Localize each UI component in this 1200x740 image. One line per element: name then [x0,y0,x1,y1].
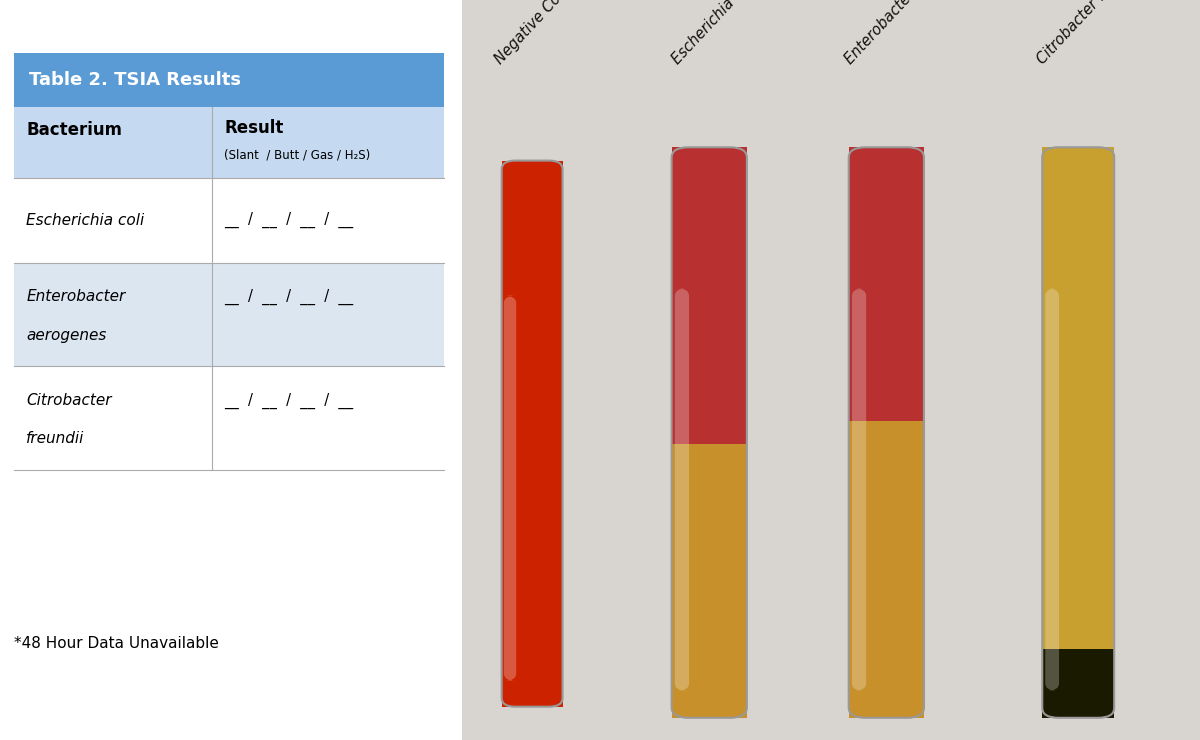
Text: __  /  __  /  __  /  __: __ / __ / __ / __ [224,392,353,408]
Text: Escherichia coli: Escherichia coli [668,0,757,67]
FancyBboxPatch shape [1043,649,1115,718]
FancyBboxPatch shape [1043,147,1115,649]
Text: Enterobacter: Enterobacter [26,289,126,304]
Text: Bacterium: Bacterium [26,121,122,139]
FancyBboxPatch shape [462,0,1200,740]
FancyBboxPatch shape [848,147,924,421]
Text: Escherichia coli: Escherichia coli [26,212,145,228]
FancyBboxPatch shape [672,147,746,444]
Text: (Slant  / Butt / Gas / H₂S): (Slant / Butt / Gas / H₂S) [224,149,371,161]
Text: Table 2. TSIA Results: Table 2. TSIA Results [29,71,241,90]
FancyBboxPatch shape [14,53,444,107]
FancyBboxPatch shape [852,289,866,690]
Text: Result: Result [224,119,283,138]
FancyBboxPatch shape [14,263,444,366]
Text: __  /  __  /  __  /  __: __ / __ / __ / __ [224,289,353,305]
FancyBboxPatch shape [848,421,924,718]
Text: Enterobacter aerogenes: Enterobacter aerogenes [842,0,974,67]
Text: Citrobacter freundii: Citrobacter freundii [1034,0,1142,67]
FancyBboxPatch shape [672,444,746,718]
FancyBboxPatch shape [14,366,444,470]
Text: Negative Control: Negative Control [492,0,587,67]
FancyBboxPatch shape [1045,289,1060,690]
Text: freundii: freundii [26,431,85,446]
Text: *48 Hour Data Unavailable: *48 Hour Data Unavailable [14,636,220,651]
Text: __  /  __  /  __  /  __: __ / __ / __ / __ [224,212,353,228]
FancyBboxPatch shape [14,107,444,178]
Text: Citrobacter: Citrobacter [26,393,112,408]
FancyBboxPatch shape [502,161,563,707]
FancyBboxPatch shape [674,289,689,690]
FancyBboxPatch shape [504,296,516,681]
FancyBboxPatch shape [14,178,444,263]
Text: aerogenes: aerogenes [26,328,107,343]
